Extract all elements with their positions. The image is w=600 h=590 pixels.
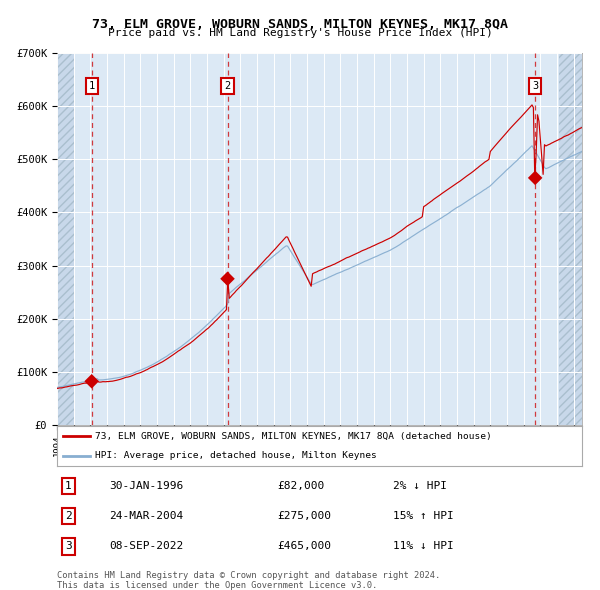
Text: 08-SEP-2022: 08-SEP-2022: [110, 542, 184, 552]
Point: [87, 376, 97, 386]
Point: [530, 173, 540, 183]
Text: £465,000: £465,000: [277, 542, 331, 552]
Text: 1: 1: [65, 481, 72, 491]
Text: 2: 2: [224, 81, 230, 91]
Text: 11% ↓ HPI: 11% ↓ HPI: [393, 542, 454, 552]
Text: £82,000: £82,000: [277, 481, 325, 491]
Text: This data is licensed under the Open Government Licence v3.0.: This data is licensed under the Open Gov…: [57, 581, 377, 590]
Bar: [559, 53, 582, 425]
Text: 2% ↓ HPI: 2% ↓ HPI: [393, 481, 447, 491]
Text: 73, ELM GROVE, WOBURN SANDS, MILTON KEYNES, MK17 8QA (detached house): 73, ELM GROVE, WOBURN SANDS, MILTON KEYN…: [95, 432, 491, 441]
Text: Price paid vs. HM Land Registry's House Price Index (HPI): Price paid vs. HM Land Registry's House …: [107, 28, 493, 38]
Text: 2: 2: [65, 512, 72, 521]
Bar: [559, 53, 582, 425]
Point: [223, 274, 232, 284]
Bar: [57, 53, 76, 425]
Text: 15% ↑ HPI: 15% ↑ HPI: [393, 512, 454, 521]
Text: 30-JAN-1996: 30-JAN-1996: [110, 481, 184, 491]
Text: HPI: Average price, detached house, Milton Keynes: HPI: Average price, detached house, Milt…: [95, 451, 377, 460]
Text: £275,000: £275,000: [277, 512, 331, 521]
Text: 3: 3: [65, 542, 72, 552]
Text: 3: 3: [532, 81, 538, 91]
Text: 1: 1: [89, 81, 95, 91]
Text: 73, ELM GROVE, WOBURN SANDS, MILTON KEYNES, MK17 8QA: 73, ELM GROVE, WOBURN SANDS, MILTON KEYN…: [92, 18, 508, 31]
Text: Contains HM Land Registry data © Crown copyright and database right 2024.: Contains HM Land Registry data © Crown c…: [57, 571, 440, 580]
Bar: [57, 53, 76, 425]
Text: 24-MAR-2004: 24-MAR-2004: [110, 512, 184, 521]
